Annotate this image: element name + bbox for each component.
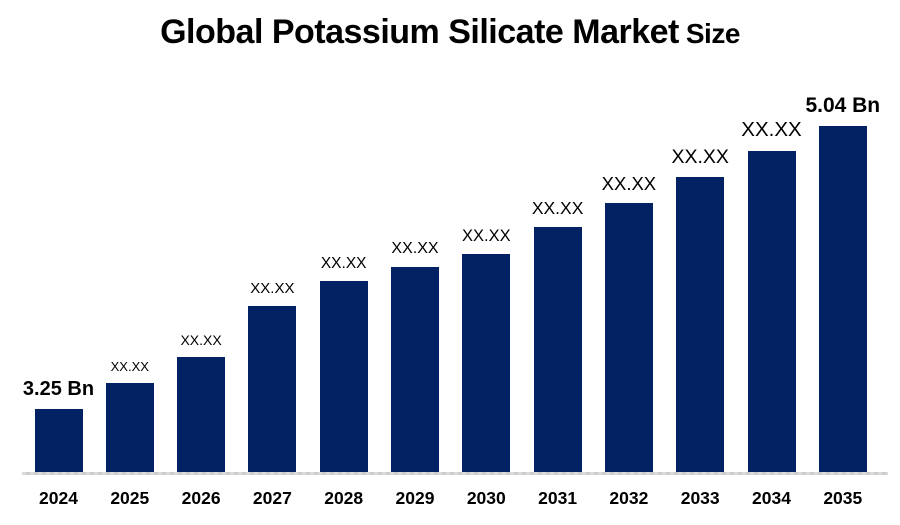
x-tick-2031: 2031: [538, 488, 578, 508]
chart-title-suffix: Size: [685, 18, 741, 49]
x-tick-2027: 2027: [252, 488, 292, 508]
x-tick-2033: 2033: [680, 488, 720, 508]
bar-value-label-2025: XX.XX: [110, 358, 149, 374]
bar-2031: [533, 227, 582, 472]
bar-2030: [462, 254, 511, 472]
bar-2033: [676, 177, 725, 472]
bar-value-label-2035: 5.04 Bn: [805, 93, 881, 117]
bar-2034: [747, 151, 796, 472]
x-tick-2025: 2025: [110, 488, 150, 508]
x-tick-2026: 2026: [181, 488, 221, 508]
bar-2027: [248, 306, 297, 472]
bar-value-label-2028: XX.XX: [320, 254, 367, 272]
bar-2025: [105, 383, 154, 472]
bar-2028: [319, 281, 368, 472]
x-tick-2028: 2028: [324, 488, 364, 508]
bar-value-label-2026: XX.XX: [180, 331, 222, 348]
bar-2032: [604, 203, 653, 472]
x-tick-2030: 2030: [466, 488, 506, 508]
bar-value-label-2024: 3.25 Bn: [22, 378, 95, 400]
bar-2029: [391, 267, 439, 472]
bar-value-label-2030: XX.XX: [461, 226, 511, 245]
bar-2024: [34, 409, 83, 472]
chart-title-main: Global Potassium Silicate Market: [160, 13, 679, 51]
x-tick-2032: 2032: [609, 488, 649, 508]
bar-value-label-2027: XX.XX: [250, 279, 295, 297]
bar-value-label-2029: XX.XX: [391, 240, 439, 258]
x-axis-line: [22, 472, 888, 475]
x-tick-2029: 2029: [395, 488, 435, 508]
bar-value-label-2033: XX.XX: [671, 145, 729, 168]
bar-value-label-2032: XX.XX: [601, 172, 657, 194]
bar-value-label-2031: XX.XX: [531, 197, 584, 218]
bar-value-label-2034: XX.XX: [741, 118, 802, 142]
x-tick-2024: 2024: [39, 488, 78, 508]
bar-2035: [818, 126, 867, 472]
chart-title: Global Potassium Silicate Market Size: [0, 13, 900, 51]
bar-2026: [177, 357, 226, 472]
x-tick-2034: 2034: [752, 488, 791, 508]
x-tick-2035: 2035: [823, 488, 863, 508]
